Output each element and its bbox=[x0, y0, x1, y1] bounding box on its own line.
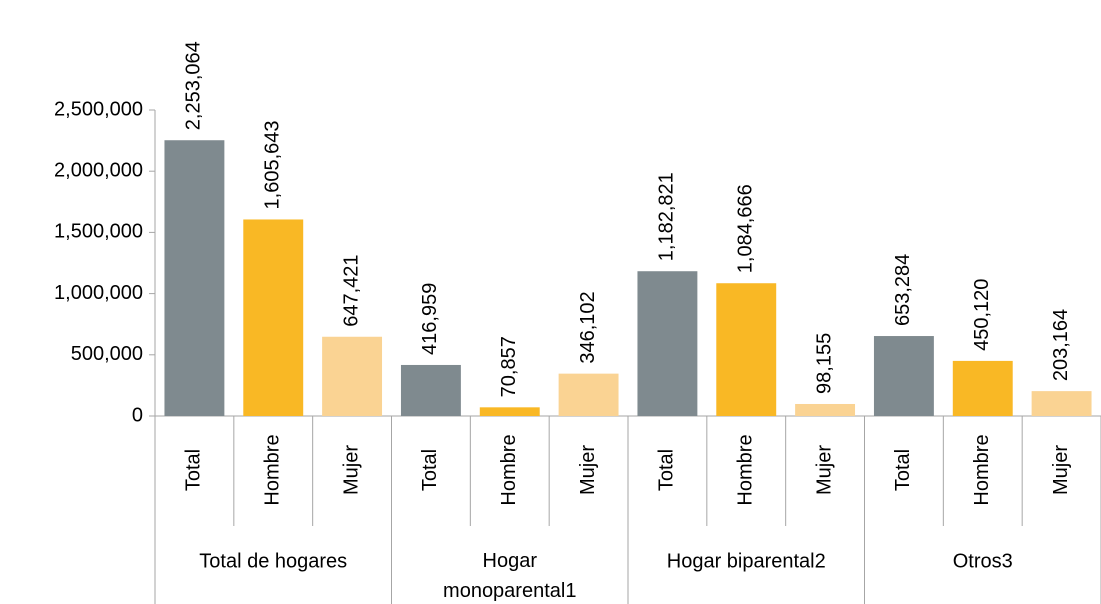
y-tick-label: 2,000,000 bbox=[54, 159, 143, 181]
group-label-line: monoparental1 bbox=[443, 580, 576, 602]
x-tick-label: Total bbox=[656, 449, 678, 491]
bar bbox=[795, 403, 856, 416]
x-tick-label: Total bbox=[183, 449, 205, 491]
bar bbox=[558, 373, 619, 416]
value-label: 98,155 bbox=[813, 333, 835, 394]
x-tick-label: Total bbox=[892, 449, 914, 491]
value-label: 1,182,821 bbox=[656, 172, 678, 261]
group-label: Hogar biparental2 bbox=[667, 550, 826, 572]
group-label-line: Hogar bbox=[483, 550, 538, 572]
y-tick-label: 500,000 bbox=[71, 343, 143, 365]
x-tick-label: Total bbox=[419, 449, 441, 491]
bar bbox=[716, 283, 777, 416]
value-label: 1,084,666 bbox=[735, 184, 757, 273]
x-tick-label: Hombre bbox=[498, 434, 520, 505]
value-label: 2,253,064 bbox=[183, 41, 205, 130]
bar bbox=[164, 140, 225, 416]
x-tick-label: Hombre bbox=[971, 434, 993, 505]
y-tick-label: 1,000,000 bbox=[54, 282, 143, 304]
group-label: Total de hogares bbox=[199, 550, 347, 572]
value-label: 346,102 bbox=[577, 291, 599, 363]
group-label: Otros3 bbox=[953, 550, 1013, 572]
value-label: 653,284 bbox=[892, 254, 914, 326]
bar bbox=[400, 364, 461, 416]
y-tick-label: 1,500,000 bbox=[54, 221, 143, 243]
bar bbox=[243, 219, 304, 416]
bar bbox=[873, 336, 934, 416]
bar bbox=[1031, 391, 1092, 416]
bar bbox=[952, 360, 1013, 416]
y-tick-label: 2,500,000 bbox=[54, 98, 143, 120]
value-label: 70,857 bbox=[498, 336, 520, 397]
x-tick-label: Hombre bbox=[735, 434, 757, 505]
x-tick-label: Mujer bbox=[1050, 445, 1072, 495]
x-tick-label: Mujer bbox=[813, 445, 835, 495]
y-tick-label: 0 bbox=[132, 404, 143, 426]
x-tick-label: Mujer bbox=[577, 445, 599, 495]
x-tick-label: Mujer bbox=[340, 445, 362, 495]
bar bbox=[322, 336, 383, 416]
value-label: 450,120 bbox=[971, 279, 993, 351]
value-label: 1,605,643 bbox=[262, 120, 284, 209]
group-label: Hogar monoparental1 bbox=[443, 550, 576, 602]
bar bbox=[479, 407, 540, 416]
value-label: 416,959 bbox=[419, 283, 441, 355]
value-label: 203,164 bbox=[1050, 309, 1072, 381]
x-tick-label: Hombre bbox=[262, 434, 284, 505]
bar bbox=[637, 271, 698, 416]
value-label: 647,421 bbox=[340, 254, 362, 326]
